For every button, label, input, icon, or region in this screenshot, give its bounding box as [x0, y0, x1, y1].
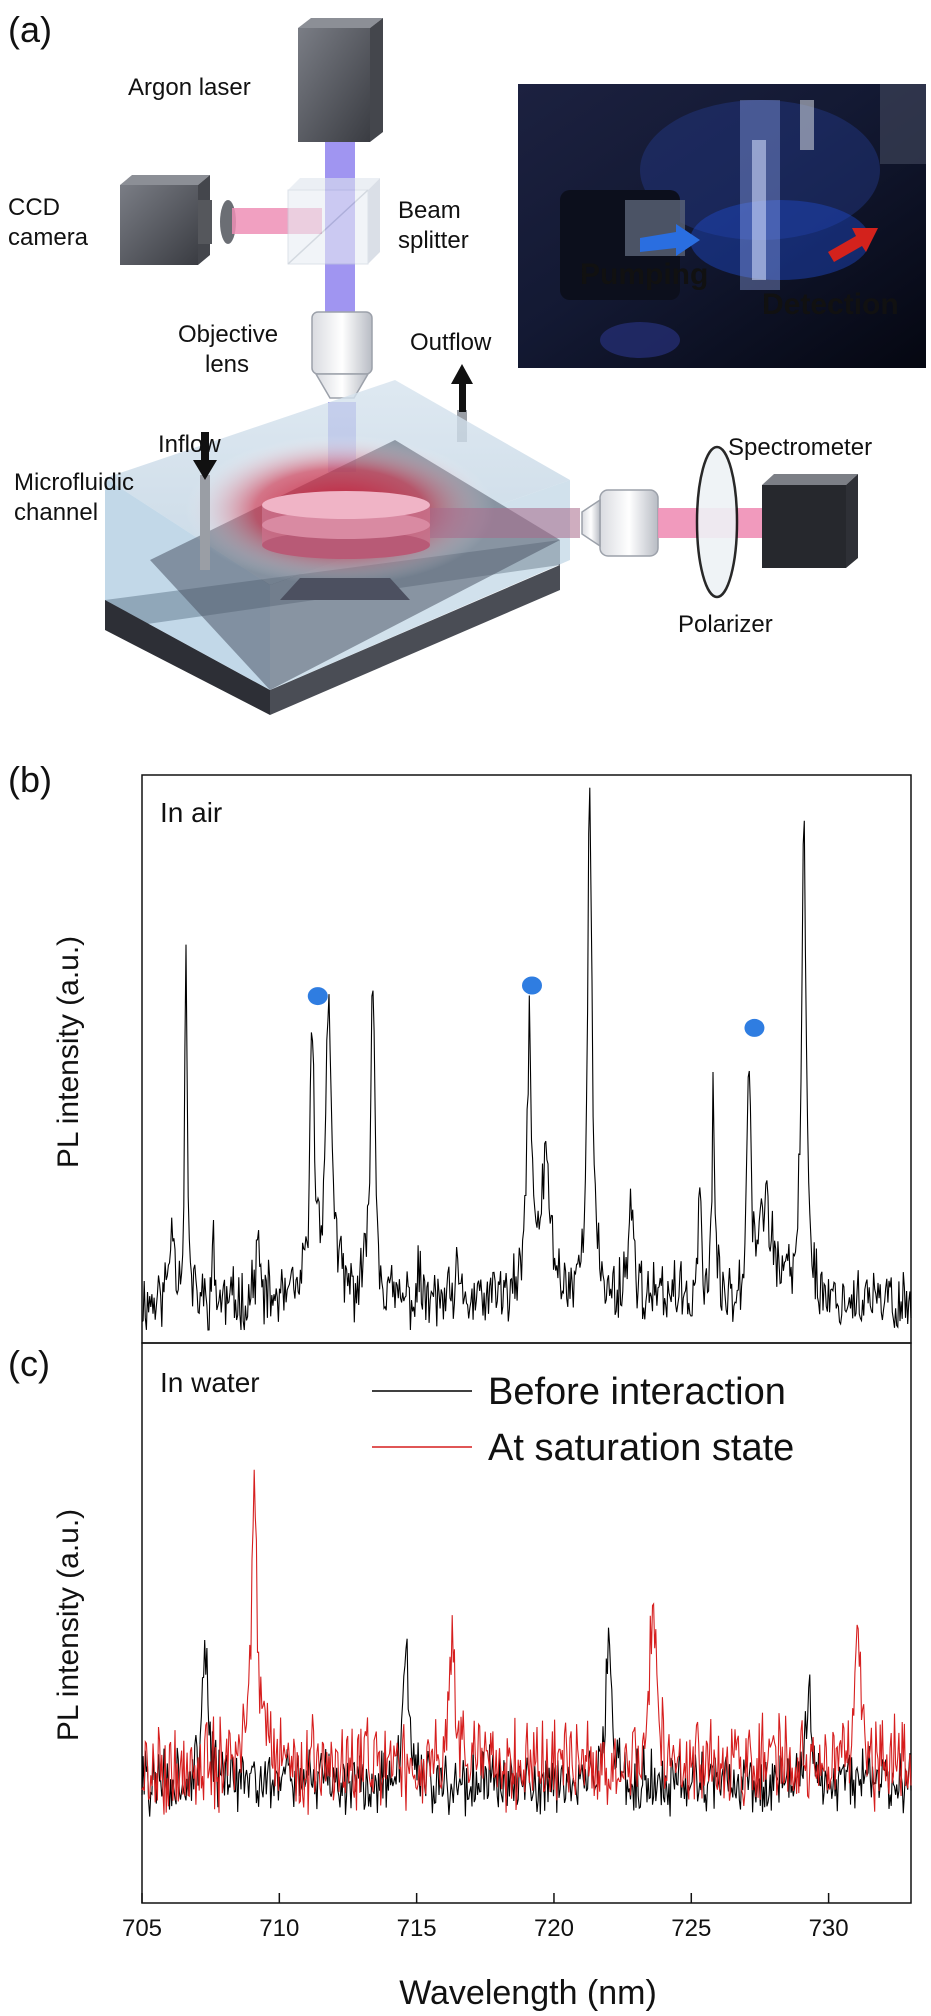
objective-label-line2: lens: [205, 351, 249, 378]
beam-splitter: [287, 178, 380, 265]
objective-lens: [311, 311, 373, 399]
plot-frame-b: [141, 774, 912, 1344]
x-tick-label-710: 710: [259, 1915, 299, 1942]
disk-resonator: [262, 491, 430, 600]
beam-splitter-label-line1: Beam: [398, 197, 461, 224]
objective-label-line1: Objective: [178, 321, 278, 348]
annotation-b: In air: [160, 797, 222, 828]
inflow-label: Inflow: [158, 431, 221, 458]
xlabel-c: Wavelength (nm): [399, 1974, 657, 2012]
panel-c: (c) In water PL intensity (a.u.) Wavelen…: [8, 1342, 912, 2012]
legend-label-before: Before interaction: [488, 1371, 786, 1413]
plot-area-b: [141, 787, 912, 1331]
beam-splitter-label-line2: splitter: [398, 227, 469, 254]
mode-marker-1: [521, 976, 542, 995]
signal-beam-chip: [430, 508, 580, 538]
argon-laser-label: Argon laser: [128, 74, 251, 101]
spectrometer-label: Spectrometer: [728, 434, 872, 461]
x-tick-label-730: 730: [809, 1915, 849, 1942]
ccd-camera: [120, 175, 236, 265]
polarizer: [695, 445, 739, 599]
series-line-before-interaction: [141, 1627, 912, 1817]
series-line-at-saturation-state: [141, 1469, 912, 1815]
detection-arrow-icon: [828, 228, 878, 262]
polarizer-label: Polarizer: [678, 611, 773, 638]
photo-detection-label: Detection: [762, 288, 899, 321]
x-tick-label-715: 715: [397, 1915, 437, 1942]
ylabel-b: PL intensity (a.u.): [52, 936, 85, 1168]
x-tick-label-705: 705: [122, 1915, 162, 1942]
panel-label-c: (c): [8, 1343, 50, 1384]
annotation-c: In water: [160, 1367, 260, 1398]
series-line-trace-0: [141, 787, 912, 1331]
panel-a: (a) Argon laser CCD camera: [8, 9, 926, 715]
spectrometer: [762, 474, 858, 568]
mode-marker-2: [744, 1018, 765, 1037]
x-axis-c: 705 710 715 720 725 730: [122, 1893, 849, 1942]
legend-c: Before interaction At saturation state: [372, 1371, 794, 1469]
plot-area-c: [141, 1469, 912, 1817]
ccd-camera-label-line1: CCD: [8, 194, 60, 221]
x-tick-label-720: 720: [534, 1915, 574, 1942]
collection-lens: [581, 489, 659, 557]
microfluidic-label-line1: Microfluidic: [14, 469, 134, 496]
setup-photo: [518, 84, 926, 368]
x-tick-label-725: 725: [671, 1915, 711, 1942]
legend-label-saturation: At saturation state: [488, 1427, 794, 1469]
ylabel-c: PL intensity (a.u.): [52, 1509, 85, 1741]
inflow-arrow: [193, 432, 217, 570]
pumping-arrow-icon: [640, 224, 700, 256]
panel-label-b: (b): [8, 759, 52, 800]
microfluidic-label-line2: channel: [14, 499, 98, 526]
argon-laser: [298, 18, 383, 142]
photo-pumping-label: Pumping: [580, 258, 708, 291]
outflow-label: Outflow: [410, 329, 492, 356]
panel-label-a: (a): [8, 9, 52, 50]
mode-marker-0: [307, 987, 328, 1006]
panel-b: (b) In air PL intensity (a.u.): [8, 759, 912, 1344]
plot-frame-c: [141, 1342, 912, 1904]
ccd-camera-label-line2: camera: [8, 224, 89, 251]
